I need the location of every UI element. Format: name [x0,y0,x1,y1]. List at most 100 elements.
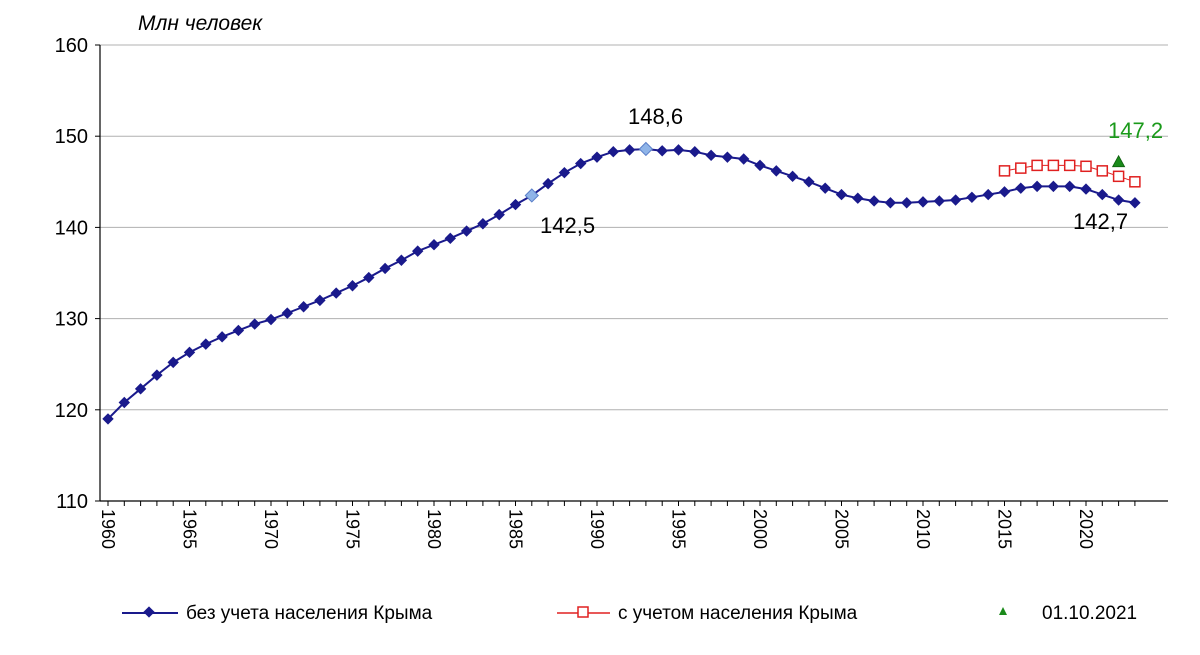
series1-point-1980 [428,239,440,251]
series1-point-2003 [803,176,815,188]
series1-point-2014 [982,188,994,201]
series1-point-2009 [900,197,913,209]
series1-point-1962 [134,383,147,395]
series1-point-2011 [933,195,946,207]
series1-point-2021 [1096,188,1109,201]
series1-point-2001 [770,165,783,177]
x-tick-1980: 1980 [424,509,444,549]
x-tick-1965: 1965 [180,509,200,549]
series1-point-2023 [1129,197,1141,209]
series1-point-1995 [672,144,685,156]
legend-item-series2: с учетом населения Крыма [557,603,858,624]
series1-point-2020 [1080,183,1092,195]
series1-point-2005 [835,188,848,201]
series1-point-1996 [689,145,701,158]
series1-point-1994 [656,145,668,157]
series1-point-2002 [786,170,799,183]
series2-point-2023 [1129,176,1141,188]
gridlines [95,44,1168,502]
series1-point-1992 [623,144,636,156]
x-tick-1990: 1990 [587,509,607,549]
series1-point-1960 [102,413,114,425]
series2-point-2016 [1015,162,1027,174]
series1-point-1981 [444,232,457,245]
series1-point-2017 [1031,180,1043,193]
legend-item-series3: 01.10.2021 [999,603,1137,624]
series1-point-1969 [248,318,261,330]
series-group [102,141,1141,425]
y-tick-160: 160 [55,35,88,57]
series1-point-1971 [281,307,294,319]
series1-point-1974 [330,287,342,299]
annotations: 148,6 142,5 142,7 147,2 [540,104,1163,238]
x-tick-1985: 1985 [506,509,526,549]
y-tick-110: 110 [56,491,88,513]
series1-line [107,147,1136,420]
series1-point-1978 [395,254,408,266]
y-tick-150: 150 [55,126,88,148]
series1-point-1976 [363,271,375,284]
series1-point-1984 [493,208,505,221]
series1-point-1977 [379,262,391,275]
x-tick-1960: 1960 [98,509,118,549]
x-tick-1970: 1970 [261,509,281,549]
series1-point-2015 [998,186,1011,198]
series1-point-1964 [167,356,179,369]
series1-point-1966 [200,338,212,350]
legend: без учета населения Крыма с учетом насел… [122,603,1137,624]
y-tick-labels: 110 120 130 140 150 160 [55,35,88,513]
series3-point-2022 [1111,154,1126,168]
annotation-last: 142,7 [1073,209,1128,234]
legend-triangle-icon [999,607,1007,615]
annotation-peak: 148,6 [628,104,683,129]
series1-point-1982 [460,225,473,237]
series1-point-2010 [917,196,929,208]
series1-point-1990 [591,151,603,163]
series1-point-1987 [542,177,554,190]
series2-point-2018 [1047,159,1060,172]
series1-point-1985 [509,198,522,211]
series1-point-1989 [574,157,587,170]
legend-item-series1: без учета населения Крыма [122,603,433,624]
series1-point-1972 [297,301,310,313]
series1-point-1979 [411,245,424,257]
series1-point-1998 [721,151,734,163]
series1-point-1993 [638,141,654,157]
series1-point-1970 [265,313,277,326]
series1-point-2006 [852,192,864,204]
legend-square-icon [577,606,589,618]
series1-point-2019 [1063,180,1076,193]
series1-point-1965 [183,346,196,359]
series1-point-2018 [1047,180,1060,193]
x-tick-2005: 2005 [832,509,852,549]
series1-point-1999 [737,153,750,165]
x-tick-1995: 1995 [669,509,689,549]
series2-point-2021 [1096,165,1109,177]
y-tick-140: 140 [55,217,88,239]
legend-label-series1: без учета населения Крыма [186,603,433,624]
series1-point-1967 [216,331,228,343]
legend-label-series3: 01.10.2021 [1042,603,1137,624]
series2-point-2022 [1112,170,1125,183]
x-tick-1975: 1975 [343,509,363,549]
series1-point-1968 [232,324,245,337]
annotation-1985: 142,5 [540,213,595,238]
series1-point-2022 [1112,194,1125,206]
series2-point-2015 [998,165,1011,177]
series1-point-1963 [151,369,163,381]
series1-point-2013 [966,191,978,204]
y-axis-title: Млн человек [138,12,263,35]
series1-point-2007 [868,195,880,207]
x-tick-2000: 2000 [750,509,770,549]
series1-point-1983 [477,218,489,230]
series1-point-2000 [754,159,766,172]
y-tick-130: 130 [55,309,88,331]
series1-point-2012 [949,194,962,206]
series1-point-2004 [819,182,831,194]
legend-diamond-icon [143,606,155,618]
series1-point-1975 [346,280,359,292]
series1-point-2016 [1015,182,1027,194]
series1-point-1973 [314,294,326,307]
series1-point-1991 [607,145,620,158]
